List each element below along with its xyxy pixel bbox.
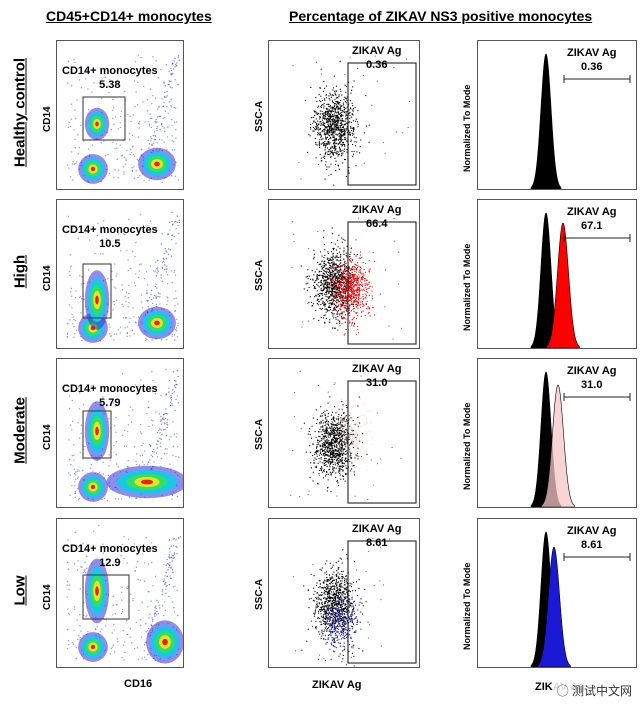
ssc-zikav-dot-plot — [268, 40, 420, 190]
y-axis-label-ssc: SSC-A — [254, 578, 265, 610]
y-axis-label-cd14: CD14 — [42, 584, 53, 610]
zikav-gate-label: ZIKAV Ag 8.61 — [352, 522, 402, 550]
gate-name: ZIKAV Ag — [567, 525, 617, 537]
ssc-zikav-dot-plot — [268, 358, 420, 508]
cd14-cd16-density-plot — [56, 358, 184, 508]
row-label-0: Healthy control — [11, 57, 29, 168]
header-zikav-percentage: Percentage of ZIKAV NS3 positive monocyt… — [289, 8, 593, 24]
zikav-gate — [347, 62, 417, 186]
monocyte-gate — [82, 96, 126, 141]
gate-name: CD14+ monocytes — [62, 65, 158, 77]
zikav-histogram — [477, 358, 637, 508]
watermark: ◯ 测试中文网 — [552, 681, 636, 700]
dot-plot-svg — [293, 538, 417, 667]
density-plot-svg — [68, 368, 183, 502]
zikav-gate — [347, 221, 417, 345]
y-axis-label-cd14: CD14 — [42, 106, 53, 132]
zikav-gate-label: ZIKAV Ag 0.36 — [352, 44, 402, 72]
zikav-percentage: 0.36 — [581, 61, 603, 73]
gate-name: ZIKAV Ag — [567, 206, 617, 218]
gate-name: ZIKAV Ag — [352, 523, 402, 535]
gate-name: ZIKAV Ag — [567, 47, 617, 59]
histogram-svg — [530, 53, 631, 189]
zikav-gate-label: ZIKAV Ag 66.4 — [352, 203, 402, 231]
wechat-icon: ◯ — [556, 684, 569, 698]
y-axis-label-normalized: Normalized To Mode — [462, 84, 472, 172]
row-label-1: High — [11, 254, 29, 289]
y-axis-label-normalized: Normalized To Mode — [462, 562, 472, 650]
monocyte-gate — [82, 263, 112, 319]
zikav-percentage: 8.61 — [581, 539, 603, 551]
zikav-histogram — [477, 518, 637, 668]
cd14-cd16-density-plot — [56, 40, 184, 190]
y-axis-label-ssc: SSC-A — [254, 259, 265, 291]
density-plot-svg — [66, 211, 181, 343]
zikav-percentage: 0.36 — [366, 59, 388, 71]
x-axis-label-cd16: CD16 — [124, 678, 153, 690]
gate-name: ZIKAV Ag — [352, 45, 402, 57]
y-axis-label-normalized: Normalized To Mode — [462, 243, 472, 331]
cd14-cd16-density-plot — [56, 199, 184, 349]
x-axis-label-zikav: ZIKAV Ag — [312, 679, 362, 691]
gate-name: ZIKAV Ag — [352, 204, 402, 216]
zikav-percentage: 31.0 — [366, 377, 388, 389]
cd14-cd16-density-plot — [56, 518, 184, 668]
monocyte-gate-label: CD14+ monocytes 12.9 — [62, 542, 158, 570]
y-axis-label-ssc: SSC-A — [254, 418, 265, 450]
monocyte-gate — [82, 574, 130, 620]
monocyte-gate-label: CD14+ monocytes 5.79 — [62, 382, 158, 410]
monocyte-gate-label: CD14+ monocytes 5.38 — [62, 64, 158, 92]
dot-plot-svg — [290, 370, 417, 504]
histogram-svg — [530, 212, 631, 348]
header-monocytes: CD45+CD14+ monocytes — [46, 8, 212, 24]
gate-name: CD14+ monocytes — [62, 224, 158, 236]
gate-name: CD14+ monocytes — [62, 543, 158, 555]
zikav-percentage: 67.1 — [581, 220, 603, 232]
histogram-peak-control — [530, 53, 562, 189]
histogram-svg — [530, 531, 631, 667]
monocyte-percentage: 5.38 — [99, 79, 121, 91]
histogram-peak-infected — [546, 222, 580, 348]
dot-plot-svg — [292, 51, 417, 186]
histogram-svg — [530, 371, 631, 507]
zikav-gate — [347, 380, 417, 504]
gate-name: ZIKAV Ag — [567, 365, 617, 377]
ssc-zikav-dot-plot — [268, 199, 420, 349]
y-axis-label-normalized: Normalized To Mode — [462, 402, 472, 490]
zikav-gate — [347, 540, 417, 664]
y-axis-label-ssc: SSC-A — [254, 100, 265, 132]
row-label-2: Moderate — [11, 397, 29, 464]
histogram-peak-infected — [537, 546, 571, 667]
histogram-gate-label: ZIKAV Ag 8.61 — [567, 524, 617, 552]
gate-name: ZIKAV Ag — [352, 363, 402, 375]
histogram-gate-label: ZIKAV Ag 0.36 — [567, 46, 617, 74]
monocyte-gate-label: CD14+ monocytes 10.5 — [62, 223, 158, 251]
watermark-text: 测试中文网 — [571, 684, 632, 698]
zikav-gate-label: ZIKAV Ag 31.0 — [352, 362, 402, 390]
monocyte-percentage: 5.79 — [99, 397, 121, 409]
row-label-3: Low — [11, 575, 29, 606]
y-axis-label-cd14: CD14 — [42, 424, 53, 450]
zikav-percentage: 31.0 — [581, 379, 603, 391]
histogram-peak-infected — [541, 384, 575, 507]
monocyte-gate — [82, 410, 112, 459]
density-plot-svg — [66, 54, 180, 184]
gate-name: CD14+ monocytes — [62, 383, 158, 395]
monocyte-percentage: 10.5 — [99, 238, 121, 250]
histogram-gate-label: ZIKAV Ag 31.0 — [567, 364, 617, 392]
y-axis-label-cd14: CD14 — [42, 265, 53, 291]
zikav-histogram — [477, 40, 637, 190]
zikav-percentage: 8.61 — [366, 537, 388, 549]
histogram-gate-label: ZIKAV Ag 67.1 — [567, 205, 617, 233]
zikav-histogram — [477, 199, 637, 349]
zikav-percentage: 66.4 — [366, 218, 388, 230]
monocyte-percentage: 12.9 — [99, 557, 121, 569]
ssc-zikav-dot-plot — [268, 518, 420, 668]
density-plot-svg — [66, 524, 183, 664]
dot-plot-svg — [291, 217, 417, 345]
